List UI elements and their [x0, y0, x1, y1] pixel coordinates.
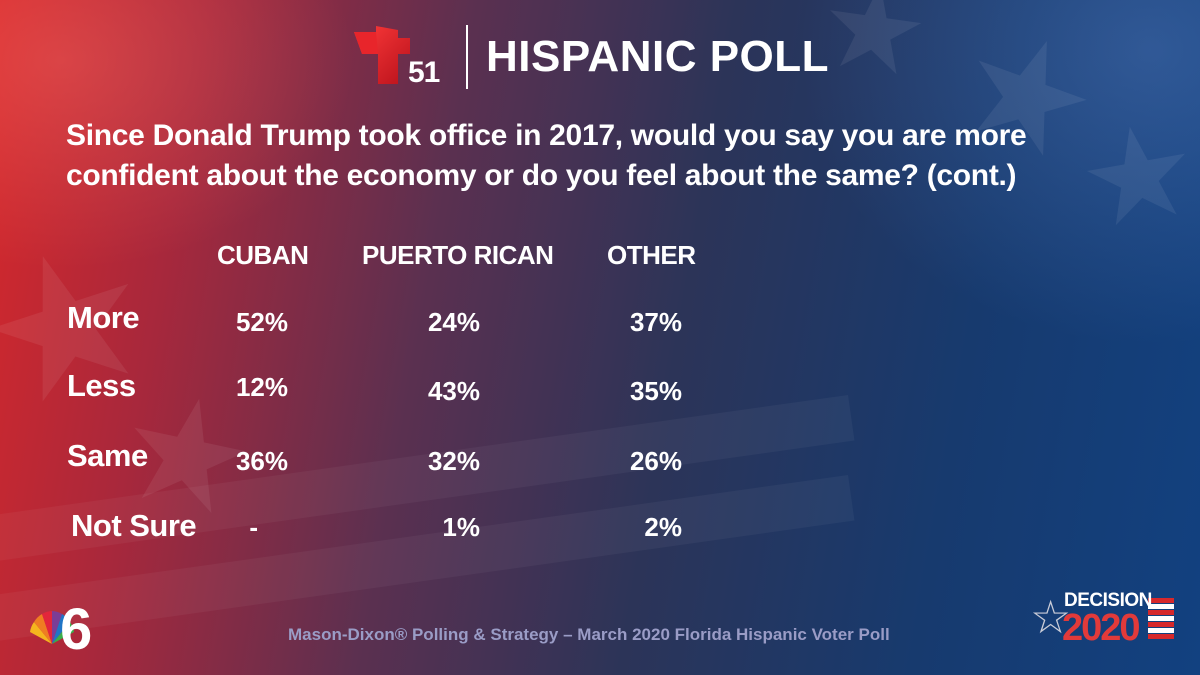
decision-stripe [1148, 604, 1174, 609]
station-number: 51 [408, 56, 440, 89]
cell-less-cuban: 12% [235, 372, 288, 402]
decision-word: DECISION [1064, 590, 1152, 611]
row-label-less: Less [67, 368, 136, 403]
background-star-icon: ★ [810, 0, 937, 106]
telemundo-t-logo [354, 26, 410, 84]
cell-more-puerto-rican: 24% [427, 307, 480, 337]
cell-more-cuban: 52% [235, 307, 288, 337]
column-header-cuban: CUBAN [217, 240, 309, 270]
header: 51 HISPANIC POLL [352, 22, 829, 92]
decision-stripe [1148, 622, 1174, 627]
cell-not-sure-puerto-rican: 1% [442, 512, 480, 542]
column-header-puerto-rican: PUERTO RICAN [362, 240, 554, 270]
decision-stripe [1148, 598, 1174, 603]
cell-same-cuban: 36% [235, 446, 288, 476]
header-divider [466, 25, 468, 89]
row-label-not-sure: Not Sure [71, 508, 197, 543]
row-label-same: Same [67, 438, 148, 473]
decision-stripe [1148, 616, 1174, 621]
telemundo-51-logo: 51 [352, 22, 444, 92]
cell-same-other: 26% [629, 446, 682, 476]
row-label-more: More [67, 300, 140, 335]
poll-source: Mason-Dixon® Polling & Strategy – March … [288, 625, 890, 644]
nbc-peacock-logo: 6 [30, 597, 92, 652]
decision-star-icon: ☆ [1030, 590, 1072, 644]
decision-stripe [1148, 628, 1174, 633]
decision-2020-logo: ☆ DECISION 2020 [1030, 590, 1180, 650]
cell-not-sure-cuban: - [249, 512, 258, 542]
decision-year: 2020 [1062, 607, 1141, 649]
cell-less-puerto-rican: 43% [427, 376, 480, 406]
cell-less-other: 35% [629, 376, 682, 406]
nbc6-number: 6 [60, 597, 92, 652]
column-header-other: OTHER [607, 240, 696, 270]
decision-stripe [1148, 610, 1174, 615]
decision-stripe [1148, 634, 1174, 639]
cell-same-puerto-rican: 32% [427, 446, 480, 476]
page-title: HISPANIC POLL [486, 32, 830, 81]
cell-more-other: 37% [629, 307, 682, 337]
cell-not-sure-other: 2% [644, 512, 682, 542]
poll-question: Since Donald Trump took office in 2017, … [66, 119, 1027, 192]
